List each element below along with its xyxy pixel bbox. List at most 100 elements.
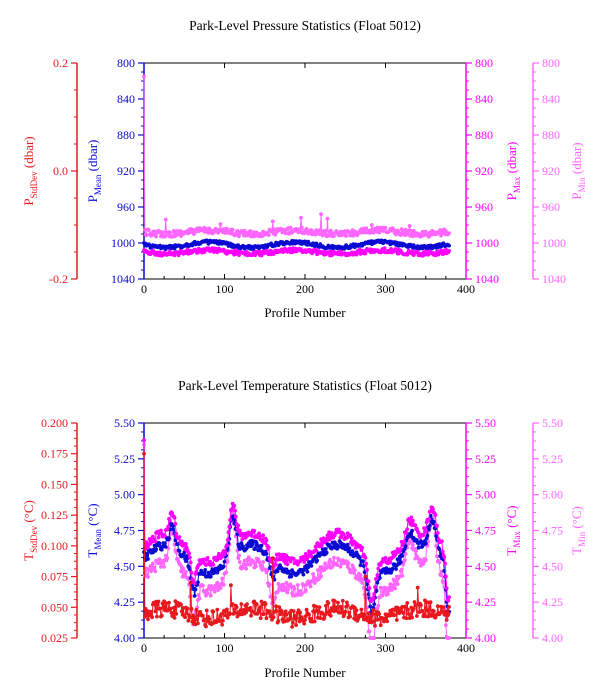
data-point	[150, 615, 155, 620]
data-point	[447, 243, 451, 248]
data-point	[159, 528, 163, 533]
data-point	[358, 563, 363, 568]
y-axis-label-main: T	[21, 553, 36, 561]
data-point	[435, 531, 440, 535]
data-point	[250, 534, 254, 538]
data-point	[403, 604, 408, 609]
y-tick-label: 5.50	[475, 416, 496, 430]
data-point	[403, 552, 408, 556]
data-point	[276, 619, 281, 623]
data-point	[219, 612, 224, 616]
data-point	[208, 593, 213, 598]
data-point	[208, 587, 212, 591]
data-point	[190, 583, 195, 588]
y-axis-min: 4.00 4.25 4.50 4.75 5.00 5.25 5.50 TMin (°C)	[532, 416, 587, 645]
data-point	[166, 524, 171, 529]
data-point	[177, 535, 182, 539]
data-point	[435, 604, 440, 608]
data-point	[155, 614, 159, 619]
data-point	[265, 568, 270, 573]
data-point	[430, 612, 435, 617]
data-point	[364, 561, 369, 566]
series-max	[142, 246, 451, 258]
data-point	[144, 540, 149, 544]
data-point	[249, 613, 254, 618]
data-point	[335, 563, 340, 567]
data-point	[157, 541, 162, 546]
data-point	[194, 608, 199, 612]
y-axis-mean: 4.00 4.25 4.50 4.75 5.00 5.25 5.50 TMean (°C)	[85, 416, 145, 645]
y-axis-label-unit: (°C)	[21, 500, 36, 526]
data-point	[443, 561, 447, 566]
data-point	[189, 606, 194, 611]
data-point	[325, 216, 330, 221]
data-point	[261, 533, 265, 538]
data-point	[383, 226, 388, 230]
data-point	[193, 587, 198, 592]
data-point	[303, 614, 308, 619]
data-point	[253, 547, 257, 551]
y-tick-label: 1040	[542, 272, 566, 286]
data-point	[245, 602, 249, 606]
data-point	[440, 549, 445, 554]
y-axis-label-max: PMax (dbar)	[504, 142, 522, 201]
data-point	[264, 551, 269, 556]
data-point	[348, 533, 352, 538]
data-point	[221, 582, 226, 587]
data-point	[146, 228, 151, 232]
y-tick-label: 5.50	[114, 416, 135, 430]
y-tick-label: 0.2	[53, 56, 68, 70]
data-point	[218, 222, 223, 227]
data-point	[237, 253, 241, 257]
y-tick-label: 0.075	[41, 570, 68, 584]
data-point	[404, 531, 409, 535]
data-point	[315, 558, 319, 563]
data-point	[345, 542, 350, 547]
y-axis-label-unit: (dbar)	[569, 142, 584, 177]
data-point	[204, 608, 209, 613]
y-axis-label-main: P	[569, 192, 584, 199]
y-axis-label-sub: Min	[577, 177, 587, 193]
y-axis-label-unit: (dbar)	[21, 136, 36, 171]
data-point	[411, 606, 416, 611]
data-point	[415, 585, 420, 590]
data-point	[425, 533, 430, 538]
data-point	[310, 579, 315, 583]
data-point	[410, 528, 414, 533]
data-point	[372, 602, 377, 606]
data-point	[386, 588, 391, 593]
chart-title: Park-Level Pressure Statistics (Float 50…	[189, 18, 421, 33]
data-point	[365, 568, 369, 572]
data-point	[257, 531, 261, 536]
data-point	[447, 595, 451, 599]
data-point	[414, 548, 418, 553]
data-point	[377, 612, 381, 616]
data-point	[174, 531, 179, 536]
data-point	[440, 609, 444, 614]
data-point	[372, 636, 377, 640]
y-axis-label-max: TMax (°C)	[504, 505, 522, 555]
data-point	[177, 549, 182, 553]
data-point	[320, 543, 324, 548]
data-point	[324, 228, 328, 233]
data-point	[293, 613, 298, 618]
data-point	[332, 599, 337, 603]
data-point	[361, 564, 366, 568]
data-point	[208, 574, 213, 579]
y-axis-label-sd: TStdDev (°C)	[21, 500, 39, 561]
data-point	[232, 503, 237, 508]
data-point	[211, 609, 216, 614]
data-point	[161, 561, 166, 565]
data-point	[405, 601, 410, 605]
data-point	[237, 560, 242, 564]
y-tick-label: 0.0	[53, 164, 68, 178]
data-point	[153, 539, 158, 544]
series-sd	[142, 451, 451, 629]
data-point	[407, 224, 412, 228]
y-axis-label-mean: TMean (°C)	[85, 503, 103, 557]
data-point	[317, 605, 322, 609]
data-point	[343, 609, 348, 614]
data-point	[161, 230, 166, 235]
data-point	[306, 239, 311, 244]
